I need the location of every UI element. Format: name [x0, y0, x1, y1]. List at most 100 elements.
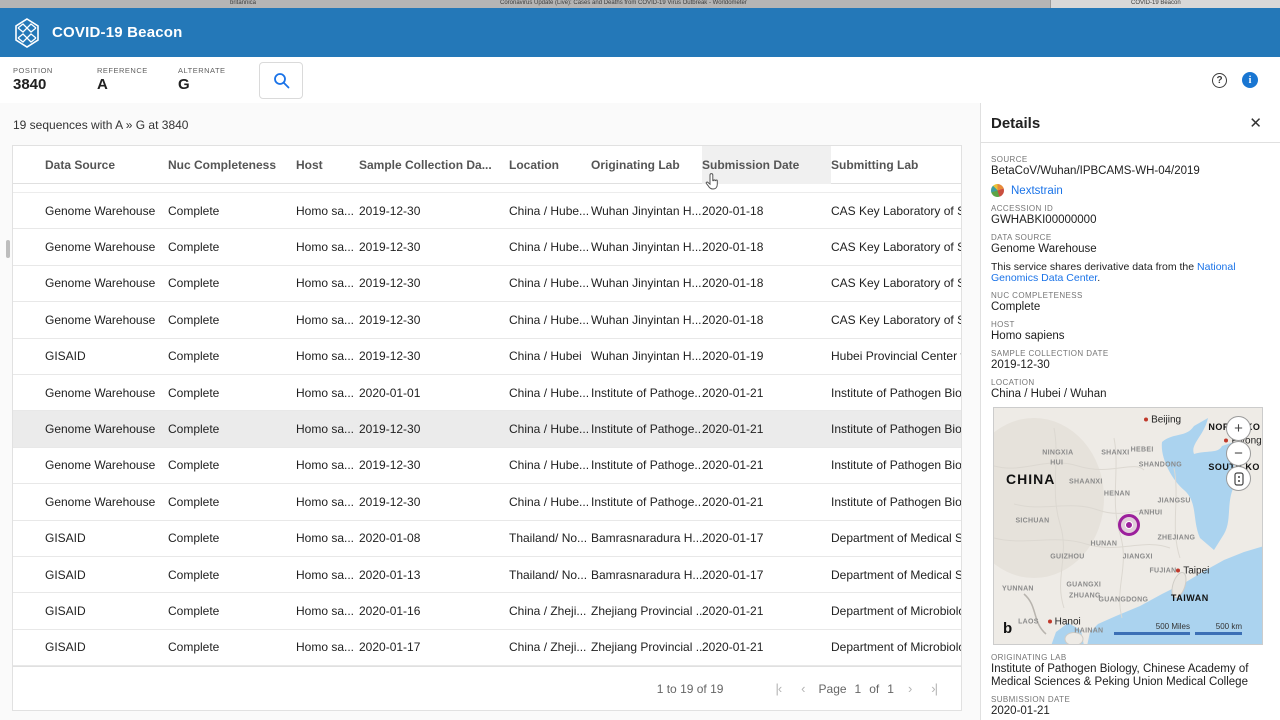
page-scroll-nub[interactable] — [6, 240, 10, 258]
map-zoom-in-button[interactable]: + — [1226, 416, 1251, 441]
table-cell: Wuhan Jinyintan H... — [591, 349, 702, 364]
table-row[interactable]: Genome Warehouse Complete Homo sa... 2019-1… — [13, 411, 961, 448]
table-row[interactable]: Genome Warehouse Complete Homo sa... 2019-1… — [13, 302, 961, 339]
browser-tab-label: COVID-19 Beacon — [1131, 0, 1181, 6]
map-zoom-out-button[interactable]: − — [1226, 441, 1251, 466]
map-label-jiangsu: JIANGSU — [1157, 497, 1191, 505]
column-header[interactable]: Host — [296, 158, 323, 172]
table-cell: 2020-01-21 — [702, 458, 764, 473]
column-header[interactable]: Data Source — [45, 158, 116, 172]
table-row[interactable]: Genome Warehouse Complete Homo sa... 2019-1… — [13, 448, 961, 485]
position-field[interactable]: POSITION 3840 — [13, 66, 97, 94]
column-header[interactable]: Submission Date — [702, 146, 831, 184]
table-cell: Complete — [168, 240, 220, 255]
table-pinned-row — [13, 184, 961, 193]
column-header[interactable]: Sample Collection Da... — [359, 158, 492, 172]
help-icon[interactable]: ? — [1212, 72, 1227, 88]
table-row[interactable]: GISAID Complete Homo sa... 2020-01-08 Thaila… — [13, 521, 961, 557]
table-cell: Zhejiang Provincial ... — [591, 640, 702, 655]
info-icon[interactable]: i — [1242, 72, 1258, 88]
table-cell: Wuhan Jinyintan H... — [591, 276, 702, 291]
table-row[interactable]: Genome Warehouse Complete Homo sa... 2019-1… — [13, 229, 961, 266]
table-cell: 2020-01-17 — [359, 640, 421, 655]
nextstrain-link[interactable]: Nextstrain — [1011, 184, 1063, 197]
map-label-shaanxi: SHAANXI — [1069, 478, 1103, 486]
prev-page-icon[interactable]: ‹ — [801, 681, 805, 696]
sample-date-field: SAMPLE COLLECTION DATE 2019-12-30 — [991, 349, 1109, 371]
position-value[interactable]: 3840 — [13, 76, 47, 93]
table-cell: China / Zheji... — [509, 603, 587, 618]
first-page-icon[interactable]: |‹ — [775, 681, 782, 696]
map-label-taipei: Taipei — [1176, 565, 1209, 576]
column-header[interactable]: Originating Lab — [591, 158, 680, 172]
table-row[interactable]: Genome Warehouse Complete Homo sa... 2019-1… — [13, 484, 961, 521]
search-button[interactable] — [259, 61, 303, 99]
map-label-beijing: Beijing — [1144, 414, 1181, 425]
bing-logo[interactable]: b — [1003, 620, 1013, 637]
table-cell: CAS Key Laboratory of Speci... — [831, 203, 961, 218]
close-icon[interactable]: ✕ — [1249, 115, 1262, 132]
last-page-icon[interactable]: ›| — [931, 681, 938, 696]
table-cell: China / Hube... — [509, 458, 590, 473]
table-cell: China / Hubei — [509, 349, 582, 364]
browser-tab-label[interactable]: Coronavirus Update (Live): Cases and Dea… — [500, 0, 747, 6]
table-cell: Homo sa... — [296, 567, 355, 582]
app-header: COVID-19 Beacon — [0, 8, 1280, 57]
browser-active-tab[interactable]: COVID-19 Beacon — [1050, 0, 1280, 8]
table-cell: Bamrasnaradura H... — [591, 567, 702, 582]
table-cell: Complete — [168, 458, 220, 473]
ngdc-link[interactable]: National Genomics Data Center — [991, 261, 1236, 284]
map-label-shandong: SHANDONG — [1138, 461, 1182, 469]
table-cell: Homo sa... — [296, 385, 355, 400]
table-row[interactable]: Genome Warehouse Complete Homo sa... 2019-1… — [13, 193, 961, 230]
table-cell: GISAID — [45, 603, 86, 618]
reference-value[interactable]: A — [97, 76, 108, 93]
table-cell: Department of Microbiology, ... — [831, 640, 961, 655]
reference-field[interactable]: REFERENCE A — [97, 66, 178, 94]
page-number: 1 — [854, 681, 862, 696]
table-cell: Bamrasnaradura H... — [591, 531, 702, 546]
table-cell: Genome Warehouse — [45, 458, 156, 473]
table-row[interactable]: GISAID Complete Homo sa... 2020-01-13 Thaila… — [13, 557, 961, 594]
table-header-row: Data Source Nuc Completeness Host Sample Co… — [13, 146, 961, 184]
table-cell: Institute of Pathogen Biology,... — [831, 494, 961, 509]
table-cell: 2020-01-21 — [702, 640, 764, 655]
map-more-icon — [1233, 471, 1244, 486]
table-cell: Genome Warehouse — [45, 422, 156, 437]
table-cell: GISAID — [45, 349, 86, 364]
map-label-taiwan: TAIWAN — [1170, 592, 1209, 603]
table-row[interactable]: GISAID Complete Homo sa... 2020-01-16 China … — [13, 593, 961, 630]
map-label-guizhou: GUIZHOU — [1050, 553, 1085, 561]
location-field: LOCATION China / Hubei / Wuhan — [991, 378, 1107, 400]
map-label-hebei: HEBEI — [1130, 446, 1154, 454]
table-cell: CAS Key Laboratory of Speci... — [831, 276, 961, 291]
table-cell: Homo sa... — [296, 531, 355, 546]
column-header[interactable]: Nuc Completeness — [168, 158, 277, 172]
details-title: Details — [991, 115, 1041, 132]
map-scale-km: 500 km — [1195, 622, 1242, 635]
table-cell: Institute of Pathoge... — [591, 385, 702, 400]
map-label-anhui: ANHUI — [1138, 509, 1163, 517]
table-row[interactable]: GISAID Complete Homo sa... 2019-12-30 China … — [13, 339, 961, 375]
browser-tab-label[interactable]: britannica — [230, 0, 257, 6]
table-row[interactable]: Genome Warehouse Complete Homo sa... 2020-0… — [13, 375, 961, 412]
results-table: Data Source Nuc Completeness Host Sample Co… — [12, 145, 962, 711]
page-total: 1 — [887, 681, 894, 696]
alternate-value[interactable]: G — [178, 76, 190, 93]
alternate-field[interactable]: ALTERNATE G — [178, 66, 259, 94]
table-cell: Complete — [168, 603, 220, 618]
map-more-button[interactable] — [1226, 466, 1251, 491]
table-cell: 2019-12-30 — [359, 494, 421, 509]
page-of-label: of — [869, 681, 880, 696]
location-map[interactable]: BeijingNORTH KOP'yongHEBEININGXIAHUISHAN… — [993, 407, 1263, 645]
table-cell: Homo sa... — [296, 240, 355, 255]
table-cell: 2020-01-18 — [702, 240, 764, 255]
map-label-hanoi: Hanoi — [1048, 616, 1081, 627]
column-header[interactable]: Submitting Lab — [831, 158, 919, 172]
next-page-icon[interactable]: › — [907, 681, 912, 696]
table-cell: 2020-01-17 — [702, 567, 764, 582]
table-row[interactable]: Genome Warehouse Complete Homo sa... 2019-1… — [13, 266, 961, 303]
map-label-jiangxi: JIANGXI — [1122, 553, 1153, 561]
column-header[interactable]: Location — [509, 158, 559, 172]
table-row[interactable]: GISAID Complete Homo sa... 2020-01-17 China … — [13, 630, 961, 666]
